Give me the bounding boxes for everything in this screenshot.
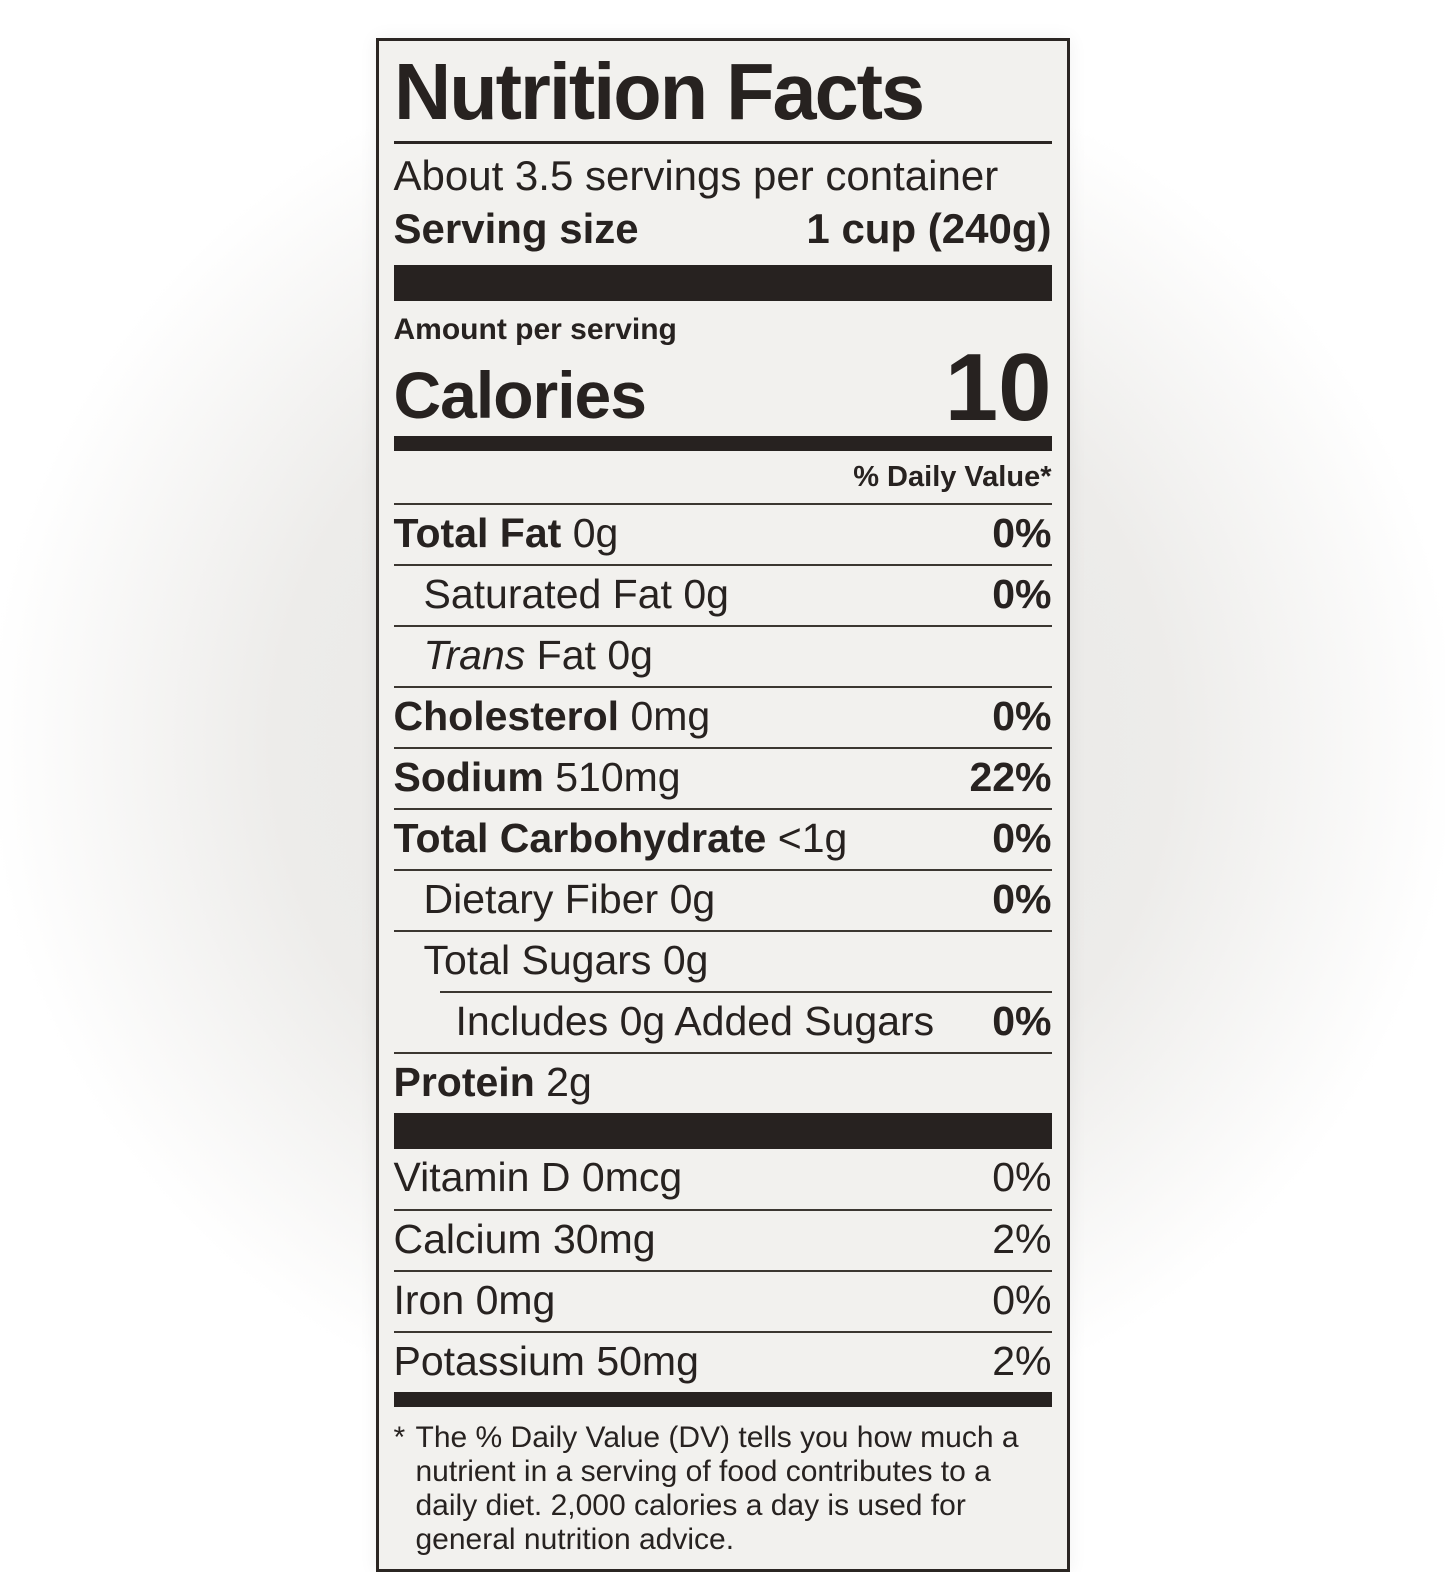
- medium-separator-calories: [393, 435, 1052, 451]
- micronutrient-row-calcium: Calcium 30mg 2%: [393, 1215, 1052, 1262]
- row-divider: [393, 1208, 1052, 1211]
- nutrition-facts-label: Nutrition Facts About 3.5 servings per c…: [375, 38, 1070, 1572]
- pct-iron: 0%: [992, 1276, 1052, 1323]
- pct-vitamin-d: 0%: [992, 1154, 1052, 1201]
- row-divider: [393, 1330, 1052, 1333]
- pct-total-fat: 0%: [992, 509, 1052, 556]
- row-divider: [393, 808, 1052, 811]
- nutrient-row-saturated-fat: Saturated Fat 0g 0%: [423, 570, 1052, 617]
- nutrient-row-protein: Protein 2g: [393, 1059, 592, 1106]
- nutrient-row-sodium: Sodium 510mg 22%: [393, 753, 1052, 800]
- pct-calcium: 2%: [992, 1215, 1052, 1262]
- calories-row: Calories 10: [393, 333, 1052, 441]
- row-divider: [393, 502, 1052, 505]
- row-divider-indented: [439, 991, 1052, 994]
- daily-value-header: % Daily Value*: [853, 460, 1052, 493]
- pct-dietary-fiber: 0%: [992, 876, 1052, 923]
- nutrient-row-cholesterol: Cholesterol 0mg 0%: [393, 692, 1052, 739]
- pct-total-carbohydrate: 0%: [992, 815, 1052, 862]
- row-divider: [393, 746, 1052, 749]
- nutrient-row-total-carbohydrate: Total Carbohydrate <1g 0%: [393, 815, 1052, 862]
- pct-sodium: 22%: [969, 753, 1052, 800]
- serving-size-label: Serving size: [393, 204, 639, 252]
- thick-separator-bottom: [393, 1113, 1052, 1150]
- calories-label: Calories: [393, 357, 647, 432]
- nutrient-row-added-sugars: Includes 0g Added Sugars 0%: [455, 998, 1052, 1045]
- pct-added-sugars: 0%: [992, 998, 1052, 1045]
- title-divider: [393, 140, 1052, 144]
- nutrient-row-trans-fat: Trans Fat 0g: [423, 631, 653, 678]
- footnote-text: The % Daily Value (DV) tells you how muc…: [415, 1420, 1019, 1556]
- row-divider: [393, 930, 1052, 933]
- nutrient-row-total-sugars: Total Sugars 0g: [423, 937, 709, 984]
- footnote-asterisk: *: [393, 1420, 406, 1454]
- medium-separator-footnote: [393, 1391, 1052, 1407]
- thick-separator-top: [393, 264, 1052, 301]
- row-divider: [393, 1052, 1052, 1055]
- serving-size-value: 1 cup (240g): [806, 204, 1052, 252]
- micronutrient-row-iron: Iron 0mg 0%: [393, 1276, 1052, 1323]
- nutrient-row-total-fat: Total Fat 0g 0%: [393, 509, 1052, 556]
- row-divider: [393, 869, 1052, 872]
- micronutrient-row-potassium: Potassium 50mg 2%: [393, 1337, 1052, 1384]
- label-title: Nutrition Facts: [393, 47, 925, 136]
- micronutrient-row-vitamin-d: Vitamin D 0mcg 0%: [393, 1154, 1052, 1201]
- row-divider: [393, 563, 1052, 566]
- daily-value-footnote: * The % Daily Value (DV) tells you how m…: [394, 1421, 1052, 1557]
- row-divider: [393, 1269, 1052, 1272]
- row-divider: [393, 685, 1052, 688]
- serving-size-row: Serving size 1 cup (240g): [394, 201, 1052, 265]
- pct-cholesterol: 0%: [992, 692, 1052, 739]
- amount-per-serving-label: Amount per serving: [393, 312, 677, 346]
- row-divider: [393, 624, 1052, 627]
- pct-saturated-fat: 0%: [992, 570, 1052, 617]
- pct-potassium: 2%: [992, 1337, 1052, 1384]
- calories-value: 10: [944, 333, 1052, 441]
- servings-per-container: About 3.5 servings per container: [393, 151, 999, 199]
- nutrient-row-dietary-fiber: Dietary Fiber 0g 0%: [423, 876, 1052, 923]
